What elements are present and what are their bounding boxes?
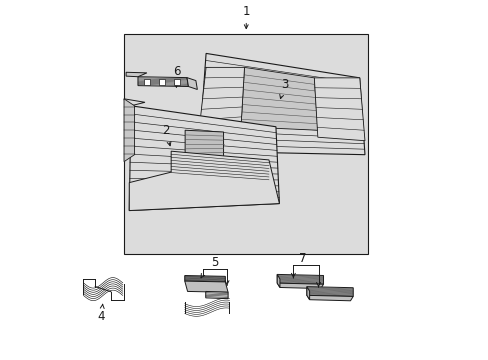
Polygon shape	[126, 72, 146, 77]
Bar	[143, 79, 150, 85]
Polygon shape	[199, 67, 244, 130]
Polygon shape	[277, 274, 323, 284]
Text: 3: 3	[279, 78, 288, 99]
Text: 6: 6	[172, 65, 180, 87]
Polygon shape	[306, 287, 352, 296]
Polygon shape	[129, 106, 279, 211]
Polygon shape	[241, 67, 317, 130]
Polygon shape	[277, 274, 279, 288]
Polygon shape	[199, 53, 364, 155]
Text: 1: 1	[242, 5, 249, 28]
Text: 5: 5	[211, 256, 218, 269]
Polygon shape	[184, 275, 225, 282]
Bar	[124, 34, 368, 254]
Text: 7: 7	[299, 252, 306, 265]
Bar	[173, 79, 180, 85]
Polygon shape	[184, 281, 227, 292]
Text: 4: 4	[98, 304, 105, 323]
Polygon shape	[205, 292, 227, 299]
Bar	[159, 79, 165, 85]
Polygon shape	[277, 283, 323, 289]
Polygon shape	[314, 78, 364, 141]
Polygon shape	[185, 130, 223, 158]
Polygon shape	[138, 77, 188, 86]
Polygon shape	[124, 99, 134, 162]
Polygon shape	[129, 151, 279, 211]
Polygon shape	[306, 295, 352, 301]
Polygon shape	[306, 287, 309, 300]
Polygon shape	[186, 78, 197, 90]
Text: 2: 2	[162, 124, 171, 146]
